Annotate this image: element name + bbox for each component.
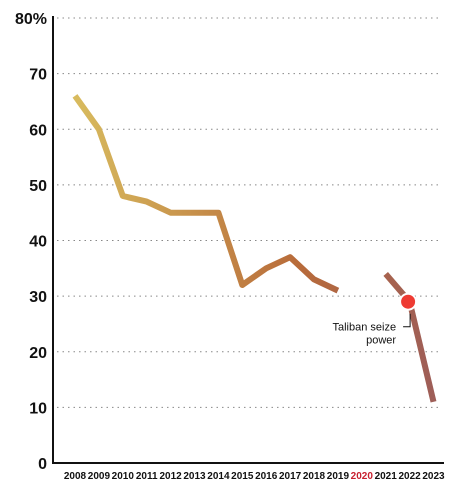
- y-tick-label-0: 0: [38, 456, 47, 473]
- y-tick-label-40: 40: [29, 234, 47, 251]
- data-point-2023: [431, 399, 437, 405]
- x-tick-label-2018: 2018: [303, 471, 326, 480]
- x-tick-labels: 2008 2009 2010 2011 2012 2013 2014 2015 2016 2017…: [64, 471, 445, 480]
- x-tick-label-2019: 2019: [327, 471, 350, 480]
- x-tick-label-2016: 2016: [255, 471, 278, 480]
- data-point-2009: [96, 126, 102, 132]
- x-tick-label-2023: 2023: [422, 471, 445, 480]
- data-point-2019: [335, 288, 341, 294]
- data-point-2008: [72, 93, 78, 99]
- annotation-leader-line: [403, 313, 411, 328]
- x-tick-label-2011: 2011: [136, 471, 158, 480]
- x-tick-label-2015: 2015: [231, 471, 254, 480]
- gridlines: [57, 17, 440, 408]
- x-tick-label-2008: 2008: [64, 471, 87, 480]
- data-point-2015: [239, 282, 245, 288]
- y-tick-label-50: 50: [29, 178, 47, 195]
- series-line-segment-1: [72, 94, 340, 294]
- y-tick-label-10: 10: [29, 400, 47, 417]
- x-tick-label-2017: 2017: [279, 471, 302, 480]
- x-tick-label-2009: 2009: [88, 471, 111, 480]
- data-point-2013: [192, 210, 198, 216]
- data-point-2012: [168, 210, 174, 216]
- annotation-label-line-1: Taliban seize: [333, 322, 397, 334]
- x-tick-label-2021: 2021: [375, 471, 398, 480]
- x-tick-label-2012: 2012: [159, 471, 182, 480]
- data-point-2018: [311, 276, 317, 282]
- y-tick-labels: 0 10 20 30 40 50 60 70 80%: [15, 11, 47, 473]
- y-tick-label-60: 60: [29, 122, 47, 139]
- y-tick-label-80: 80%: [15, 11, 47, 28]
- data-point-2014: [215, 210, 221, 216]
- data-point-2010: [120, 193, 126, 199]
- series-line-group: [72, 93, 437, 405]
- data-point-2016: [263, 265, 269, 271]
- x-tick-label-2022: 2022: [398, 471, 421, 480]
- x-tick-label-2014: 2014: [207, 471, 230, 480]
- annotation-label-line-2: power: [366, 335, 396, 347]
- x-tick-label-2020: 2020: [351, 471, 374, 480]
- y-tick-label-30: 30: [29, 289, 47, 306]
- data-point-2021: [383, 271, 389, 277]
- x-tick-label-2010: 2010: [112, 471, 135, 480]
- data-point-2017: [287, 254, 293, 260]
- axes: [52, 16, 444, 464]
- x-tick-label-2013: 2013: [183, 471, 206, 480]
- y-tick-label-70: 70: [29, 67, 47, 84]
- data-point-2011: [144, 199, 150, 205]
- annotation-marker: [401, 294, 416, 309]
- y-tick-label-20: 20: [29, 345, 47, 362]
